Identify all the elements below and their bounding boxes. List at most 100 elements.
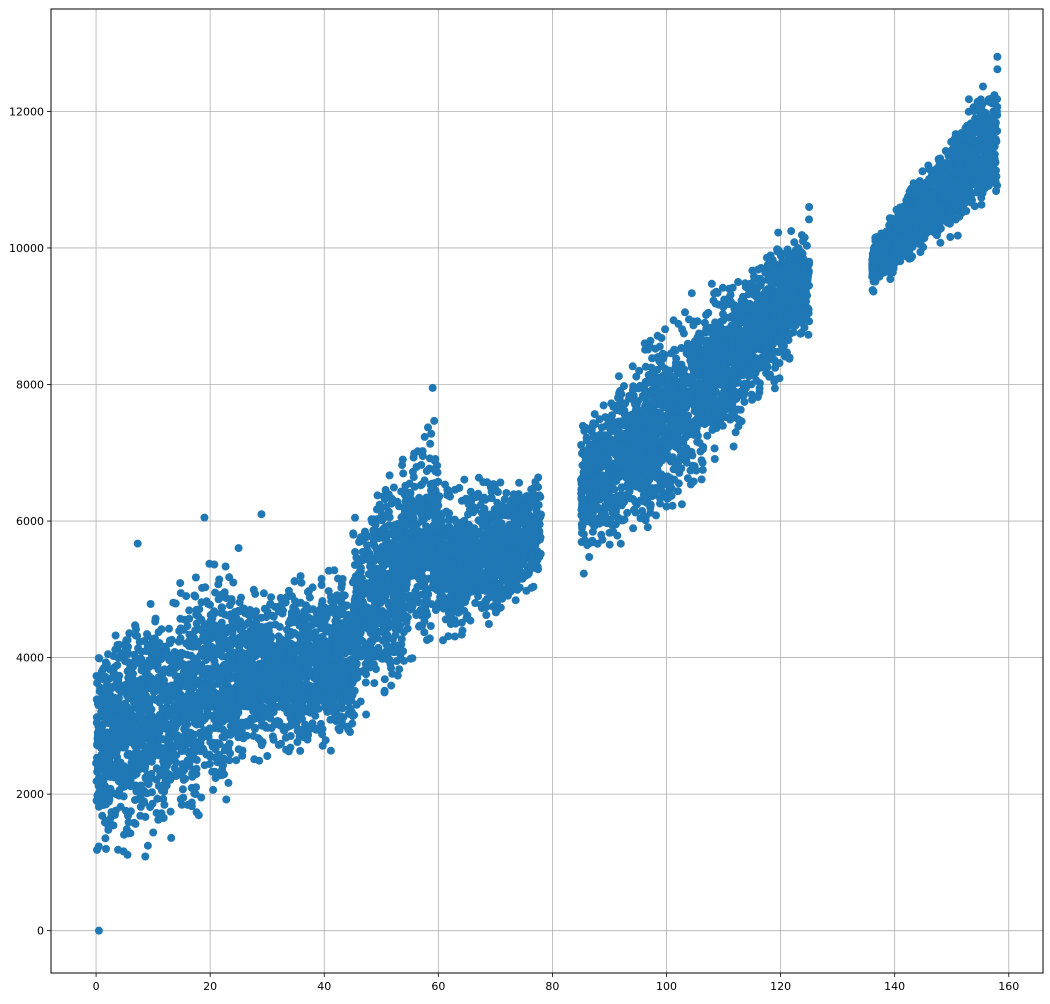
scatter-point <box>238 627 246 635</box>
scatter-point <box>199 745 207 753</box>
scatter-point <box>141 813 149 821</box>
scatter-point <box>114 744 122 752</box>
scatter-point <box>406 545 414 553</box>
scatter-point <box>298 579 306 587</box>
scatter-point <box>423 596 431 604</box>
scatter-point <box>251 632 259 640</box>
scatter-point <box>522 493 530 501</box>
scatter-point <box>386 471 394 479</box>
scatter-point <box>493 596 501 604</box>
scatter-point <box>112 632 120 640</box>
scatter-point <box>153 682 161 690</box>
scatter-point <box>249 660 257 668</box>
scatter-point <box>133 696 141 704</box>
scatter-point <box>498 528 506 536</box>
scatter-point <box>193 765 201 773</box>
scatter-point <box>241 702 249 710</box>
scatter-point <box>476 518 484 526</box>
scatter-point <box>102 845 110 853</box>
scatter-point <box>461 537 469 545</box>
scatter-point <box>124 851 132 859</box>
scatter-point <box>394 549 402 557</box>
scatter-point <box>285 587 293 595</box>
scatter-point <box>139 725 147 733</box>
scatter-point <box>207 696 215 704</box>
scatter-point <box>195 605 203 613</box>
scatter-point <box>97 712 105 720</box>
scatter-point <box>537 511 545 519</box>
scatter-point <box>382 648 390 656</box>
scatter-point <box>431 465 439 473</box>
scatter-point <box>374 595 382 603</box>
scatter-point <box>102 741 110 749</box>
scatter-point <box>519 519 527 527</box>
scatter-point <box>170 742 178 750</box>
scatter-point <box>258 676 266 684</box>
scatter-point <box>251 590 259 598</box>
scatter-point <box>443 575 451 583</box>
scatter-point <box>398 635 406 643</box>
scatter-point <box>438 541 446 549</box>
scatter-point <box>102 817 110 825</box>
scatter-point <box>302 650 310 658</box>
scatter-point <box>167 808 175 816</box>
scatter-point <box>369 526 377 534</box>
scatter-point <box>161 783 169 791</box>
scatter-point <box>388 670 396 678</box>
scatter-point <box>449 569 457 577</box>
scatter-point <box>318 600 326 608</box>
scatter-point <box>362 679 370 687</box>
scatter-point <box>428 534 436 542</box>
scatter-point <box>358 592 366 600</box>
scatter-point <box>346 728 354 736</box>
scatter-point <box>352 635 360 643</box>
scatter-point <box>172 759 180 767</box>
scatter-point <box>303 604 311 612</box>
scatter-point <box>502 489 510 497</box>
scatter-point <box>163 760 171 768</box>
scatter-point <box>265 707 273 715</box>
scatter-point <box>491 484 499 492</box>
scatter-point <box>334 575 342 583</box>
scatter-point <box>198 666 206 674</box>
scatter-point <box>224 669 232 677</box>
scatter-point <box>228 658 236 666</box>
scatter-point <box>407 604 415 612</box>
scatter-point <box>304 588 312 596</box>
scatter-point <box>417 461 425 469</box>
scatter-point <box>388 561 396 569</box>
scatter-point <box>421 507 429 515</box>
scatter-point <box>133 704 141 712</box>
scatter-point <box>527 522 535 530</box>
scatter-point <box>130 772 138 780</box>
scatter-point <box>285 747 293 755</box>
scatter-point <box>324 692 332 700</box>
scatter-point <box>351 675 359 683</box>
scatter-point <box>179 785 187 793</box>
scatter-point <box>179 764 187 772</box>
scatter-point <box>435 574 443 582</box>
scatter-point <box>529 540 537 548</box>
scatter-point <box>390 596 398 604</box>
scatter-point <box>137 761 145 769</box>
scatter-point <box>222 687 230 695</box>
scatter-point <box>362 711 370 719</box>
scatter-point <box>399 516 407 524</box>
scatter-point <box>486 511 494 519</box>
scatter-point <box>373 613 381 621</box>
scatter-point <box>277 654 285 662</box>
scatter-point <box>441 531 449 539</box>
scatter-point <box>366 605 374 613</box>
scatter-point <box>170 650 178 658</box>
scatter-point <box>279 643 287 651</box>
scatter-point <box>513 586 521 594</box>
scatter-point <box>512 578 520 586</box>
scatter-point <box>286 619 294 627</box>
scatter-point <box>295 655 303 663</box>
scatter-point <box>467 530 475 538</box>
scatter-point <box>260 589 268 597</box>
scatter-point <box>158 768 166 776</box>
scatter-point <box>456 602 464 610</box>
scatter-point <box>218 593 226 601</box>
